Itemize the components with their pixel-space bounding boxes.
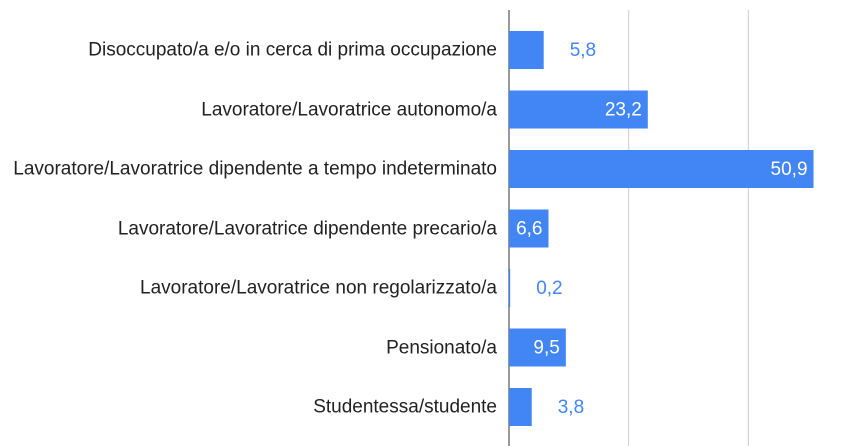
category-label: Lavoratore/Lavoratrice non regolarizzato… [140,277,497,299]
bar [509,90,648,129]
category-label: Lavoratore/Lavoratrice dipendente a temp… [13,158,497,180]
data-label: 0,2 [536,278,562,299]
bar [509,150,814,188]
data-label: 50,9 [771,159,808,180]
category-label: Lavoratore/Lavoratrice autonomo/a [201,99,497,120]
category-label: Lavoratore/Lavoratrice dipendente precar… [117,218,497,239]
category-label: Studentessa/studente [313,396,497,418]
category-label: Disoccupato/a e/o in cerca di prima occu… [88,39,497,61]
bar [509,31,544,69]
bar [509,269,511,307]
data-label: 9,5 [533,338,559,359]
bar [509,388,532,426]
data-label: 5,8 [570,40,596,61]
data-label: 6,6 [516,219,542,240]
data-label: 23,2 [605,100,642,121]
bar [509,209,549,248]
data-label: 3,8 [558,397,584,418]
bar [509,328,566,367]
category-label: Pensionato/a [386,337,497,358]
